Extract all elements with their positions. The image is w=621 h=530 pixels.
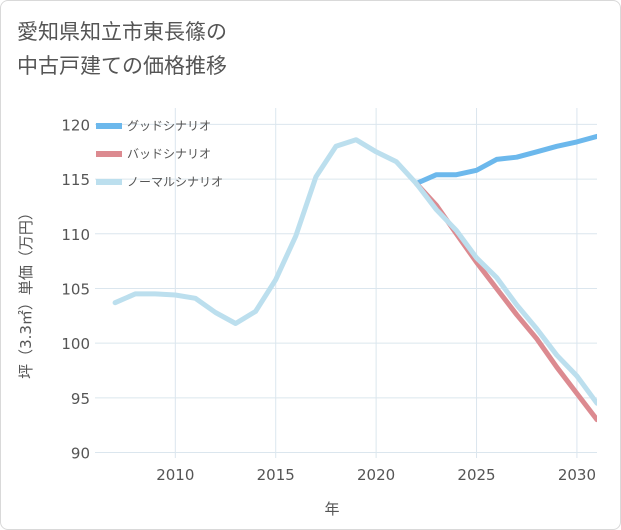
y-tick-label: 105 <box>61 280 90 298</box>
chart-title: 愛知県知立市東長篠の 中古戸建ての価格推移 <box>17 15 227 83</box>
chart-title-line-1: 愛知県知立市東長篠の <box>17 20 227 44</box>
x-tick-label: 2025 <box>457 466 495 484</box>
y-tick-label: 115 <box>61 171 90 189</box>
y-tick-label: 110 <box>61 226 90 244</box>
y-tick-label: 100 <box>61 335 90 353</box>
grid-lines <box>95 108 597 458</box>
x-axis-title: 年 <box>324 500 339 518</box>
y-axis-title: 坪（3.3㎡）単価（万円） <box>17 205 35 379</box>
axis-ticks: 90 95 100 105 110 115 120 2010 2015 2020 2025 2030 <box>61 116 596 484</box>
x-tick-label: 2010 <box>156 466 194 484</box>
series-line-1 <box>413 133 597 186</box>
legend-label: バッドシナリオ <box>127 147 211 161</box>
legend-label: ノーマルシナリオ <box>127 175 223 189</box>
y-tick-label: 90 <box>71 445 90 463</box>
y-tick-label: 120 <box>61 116 90 134</box>
x-tick-label: 2015 <box>257 466 295 484</box>
x-tick-label: 2030 <box>558 466 596 484</box>
series-lines <box>112 133 597 423</box>
series-line-3 <box>112 137 597 406</box>
y-tick-label: 95 <box>71 390 90 408</box>
x-tick-label: 2020 <box>357 466 395 484</box>
chart-title-line-2: 中古戸建ての価格推移 <box>17 54 227 78</box>
legend-label: グッドシナリオ <box>127 119 211 133</box>
